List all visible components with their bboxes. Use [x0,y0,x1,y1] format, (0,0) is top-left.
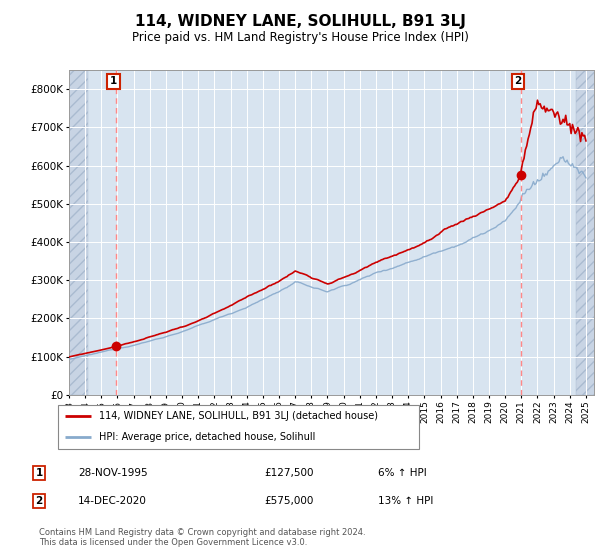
Text: 28-NOV-1995: 28-NOV-1995 [78,468,148,478]
Text: 1: 1 [35,468,43,478]
FancyBboxPatch shape [58,405,419,449]
Text: 2: 2 [515,77,522,86]
Text: 114, WIDNEY LANE, SOLIHULL, B91 3LJ (detached house): 114, WIDNEY LANE, SOLIHULL, B91 3LJ (det… [98,410,377,421]
Text: Price paid vs. HM Land Registry's House Price Index (HPI): Price paid vs. HM Land Registry's House … [131,31,469,44]
Text: 1: 1 [110,77,117,86]
Text: 14-DEC-2020: 14-DEC-2020 [78,496,147,506]
Text: 13% ↑ HPI: 13% ↑ HPI [378,496,433,506]
Text: £575,000: £575,000 [264,496,313,506]
Text: 6% ↑ HPI: 6% ↑ HPI [378,468,427,478]
Text: HPI: Average price, detached house, Solihull: HPI: Average price, detached house, Soli… [98,432,315,442]
Text: Contains HM Land Registry data © Crown copyright and database right 2024.
This d: Contains HM Land Registry data © Crown c… [39,528,365,547]
Text: 114, WIDNEY LANE, SOLIHULL, B91 3LJ: 114, WIDNEY LANE, SOLIHULL, B91 3LJ [134,14,466,29]
Bar [576,70,596,395]
Bar [69,70,88,395]
Text: 2: 2 [35,496,43,506]
Text: £127,500: £127,500 [264,468,314,478]
